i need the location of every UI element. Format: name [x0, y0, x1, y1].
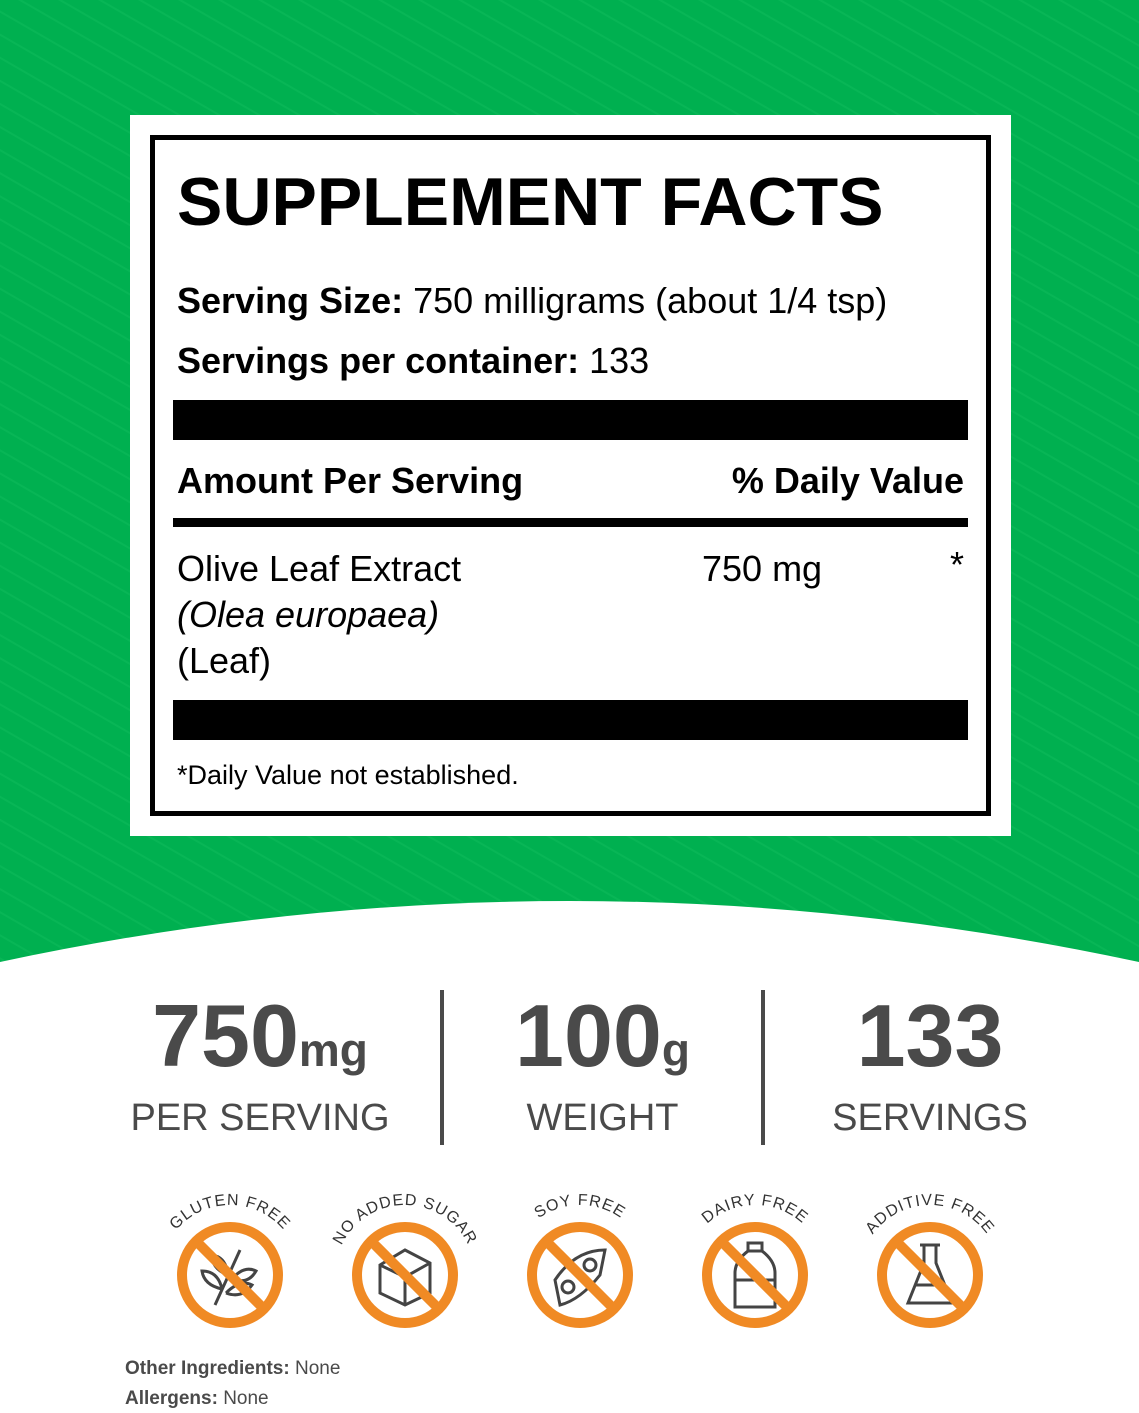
stat-unit: mg — [298, 1024, 368, 1076]
free-from-badges: GLUTEN FREE NO ADDED SUGAR SOY FREE DAIR… — [167, 1192, 996, 1328]
stat-label: PER SERVING — [130, 1097, 390, 1140]
stat-servings: 133 SERVINGS — [780, 986, 1080, 1142]
stat-divider — [761, 990, 765, 1145]
serving-size-label: Serving Size: — [177, 280, 404, 321]
stat-label: WEIGHT — [526, 1097, 679, 1140]
prohibited-circle-icon — [352, 1222, 458, 1328]
svg-text:SOY FREE: SOY FREE — [532, 1192, 629, 1222]
stat-divider — [440, 990, 444, 1145]
prohibited-circle-icon — [527, 1222, 633, 1328]
stat-label: SERVINGS — [832, 1097, 1028, 1140]
allergens-value: None — [223, 1388, 269, 1409]
ingredient-name: Olive Leaf Extract — [177, 548, 462, 589]
svg-text:DAIRY FREE: DAIRY FREE — [699, 1192, 811, 1227]
other-ingredients-label: Other Ingredients: — [125, 1358, 290, 1379]
footnote: *Daily Value not established. — [177, 760, 519, 790]
badge-label: SOY FREE — [532, 1192, 628, 1222]
thick-divider — [173, 700, 968, 740]
svg-text:NO ADDED SUGAR: NO ADDED SUGAR — [330, 1192, 480, 1248]
ingredient-part: (Leaf) — [177, 640, 272, 681]
ingredient-dv: * — [949, 544, 964, 585]
soybean-icon — [553, 1248, 607, 1307]
badge-soy-free: SOY FREE — [527, 1192, 633, 1328]
other-ingredients-value: None — [294, 1358, 341, 1379]
ingredient-latin: (Olea europaea) — [177, 594, 440, 635]
servings-value: 133 — [589, 340, 650, 381]
prohibited-circle-icon — [702, 1222, 808, 1328]
serving-size-value: 750 milligrams (about 1/4 tsp) — [413, 280, 888, 321]
badge-no-added-sugar: NO ADDED SUGAR — [330, 1192, 480, 1328]
servings-label: Servings per container: — [177, 340, 580, 381]
dv-header: % Daily Value — [731, 460, 964, 501]
stat-value: 750 — [152, 986, 299, 1085]
badge-gluten-free: GLUTEN FREE — [167, 1192, 292, 1328]
stat-unit: g — [661, 1024, 690, 1076]
stat-value: 133 — [856, 986, 1004, 1085]
prohibited-circle-icon — [877, 1222, 983, 1328]
thick-divider — [173, 400, 968, 440]
prohibited-circle-icon — [177, 1222, 283, 1328]
divider — [173, 518, 968, 527]
stat-per-serving: 750mg PER SERVING — [100, 989, 420, 1142]
badge-dairy-free: DAIRY FREE — [699, 1192, 811, 1328]
badge-label: NO ADDED SUGAR — [330, 1192, 479, 1248]
badge-label: DAIRY FREE — [699, 1192, 810, 1227]
amount-header: Amount Per Serving — [177, 460, 524, 501]
stat-value: 100 — [515, 986, 662, 1085]
ingredient-amount: 750 mg — [702, 548, 823, 589]
allergens-label: Allergens: — [125, 1388, 218, 1409]
badge-additive-free: ADDITIVE FREE — [863, 1192, 996, 1328]
supplement-facts-label: SUPPLEMENT FACTS Serving Size: 750 milli… — [130, 115, 1011, 836]
facts-title: SUPPLEMENT FACTS — [177, 164, 884, 240]
stat-weight: 100g WEIGHT — [460, 989, 745, 1142]
